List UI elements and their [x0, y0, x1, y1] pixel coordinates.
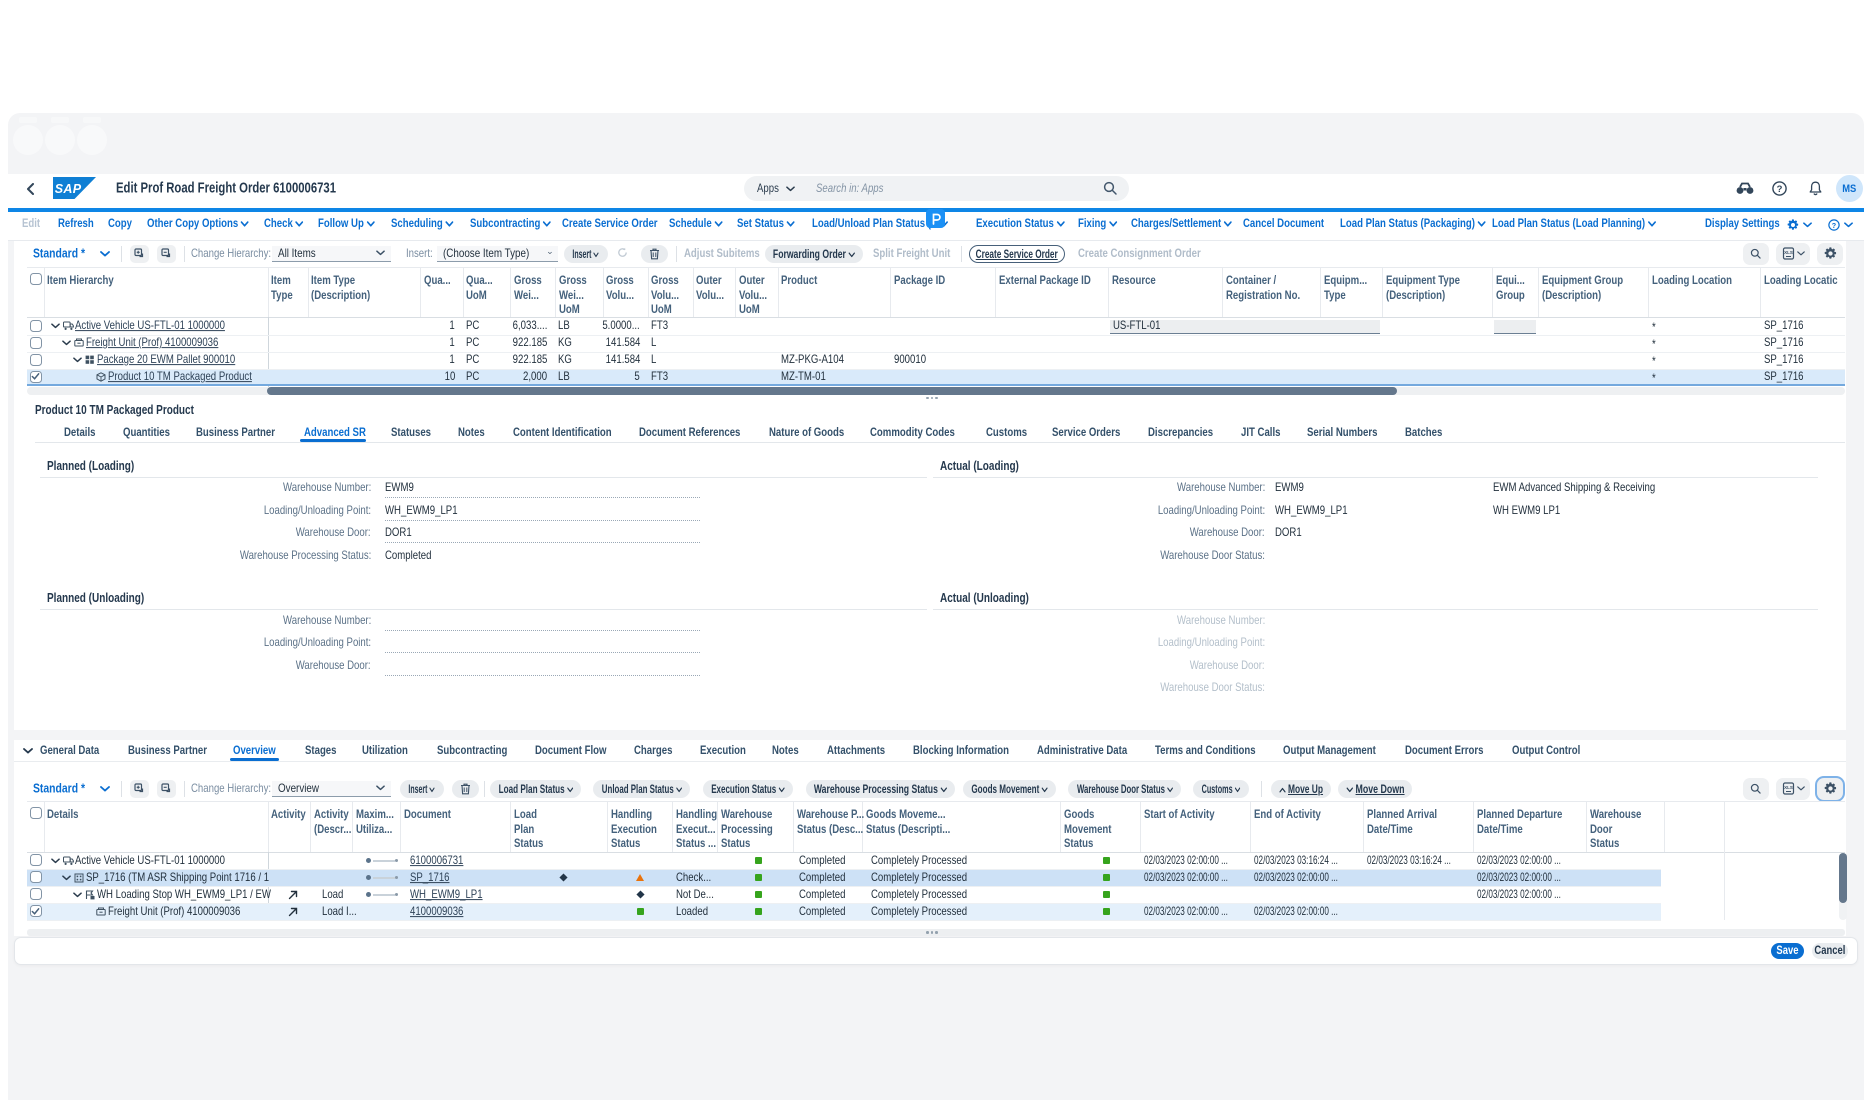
svg-text:?: ? — [1832, 220, 1836, 229]
svg-text:XLS: XLS — [1784, 785, 1793, 790]
svg-text:SAP: SAP — [55, 182, 82, 196]
svg-text:XLS: XLS — [1784, 250, 1793, 255]
svg-text:?: ? — [1777, 184, 1783, 195]
